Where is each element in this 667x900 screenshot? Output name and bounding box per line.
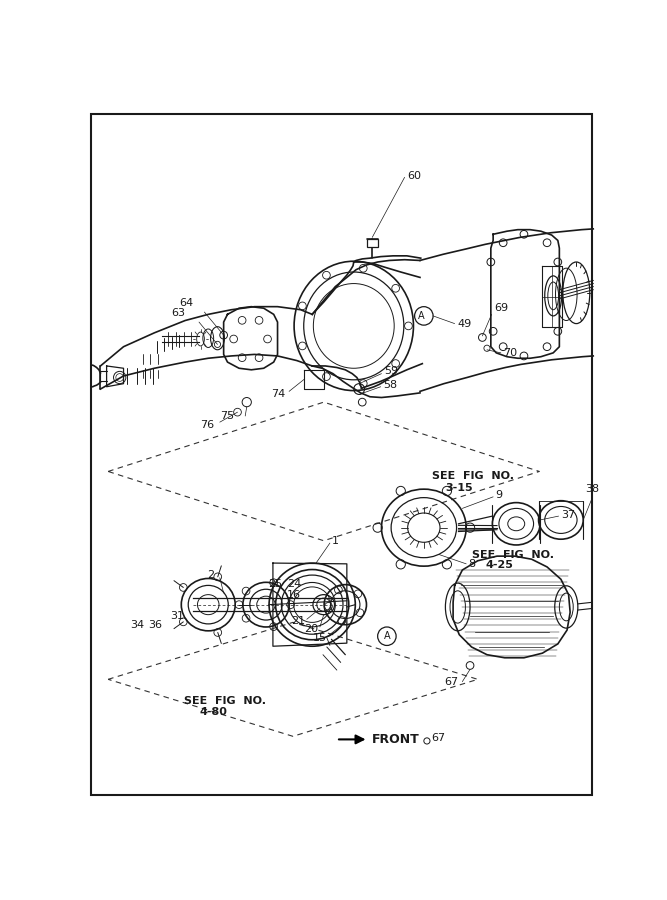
Text: 9: 9 <box>496 491 502 500</box>
Text: 64: 64 <box>179 298 193 308</box>
Text: 3-15: 3-15 <box>446 482 473 492</box>
Text: A: A <box>384 631 390 641</box>
Text: 25: 25 <box>268 579 282 589</box>
Text: 58: 58 <box>383 380 397 391</box>
Text: 67: 67 <box>432 733 446 742</box>
Text: 69: 69 <box>495 303 509 313</box>
Text: 16: 16 <box>287 590 301 600</box>
Text: SEE  FIG  NO.: SEE FIG NO. <box>432 471 514 482</box>
Text: 70: 70 <box>503 348 518 358</box>
Text: 20: 20 <box>305 624 319 634</box>
Text: 76: 76 <box>201 420 215 430</box>
Text: 34: 34 <box>129 620 144 630</box>
Text: 8: 8 <box>468 559 476 569</box>
Text: 67: 67 <box>445 678 459 688</box>
Text: 60: 60 <box>407 171 421 181</box>
Text: 21: 21 <box>291 616 305 625</box>
Text: FRONT: FRONT <box>372 733 420 746</box>
Text: 74: 74 <box>271 390 285 400</box>
Text: 37: 37 <box>561 509 575 519</box>
Text: A: A <box>418 310 425 321</box>
Text: 75: 75 <box>220 411 234 421</box>
Text: 4-80: 4-80 <box>199 706 227 716</box>
Text: SEE  FIG  NO.: SEE FIG NO. <box>472 550 554 560</box>
Text: 59: 59 <box>384 366 398 376</box>
Text: 49: 49 <box>457 319 471 328</box>
Text: 15: 15 <box>313 633 327 643</box>
Text: 4-25: 4-25 <box>486 561 514 571</box>
Text: 31: 31 <box>169 611 183 621</box>
Text: 2: 2 <box>207 571 214 580</box>
FancyBboxPatch shape <box>367 238 378 247</box>
Text: 1: 1 <box>331 536 338 545</box>
Text: 63: 63 <box>171 308 185 318</box>
Text: 38: 38 <box>585 484 599 494</box>
Text: 24: 24 <box>287 579 301 589</box>
Text: 36: 36 <box>148 620 162 630</box>
Text: SEE  FIG  NO.: SEE FIG NO. <box>183 696 265 706</box>
